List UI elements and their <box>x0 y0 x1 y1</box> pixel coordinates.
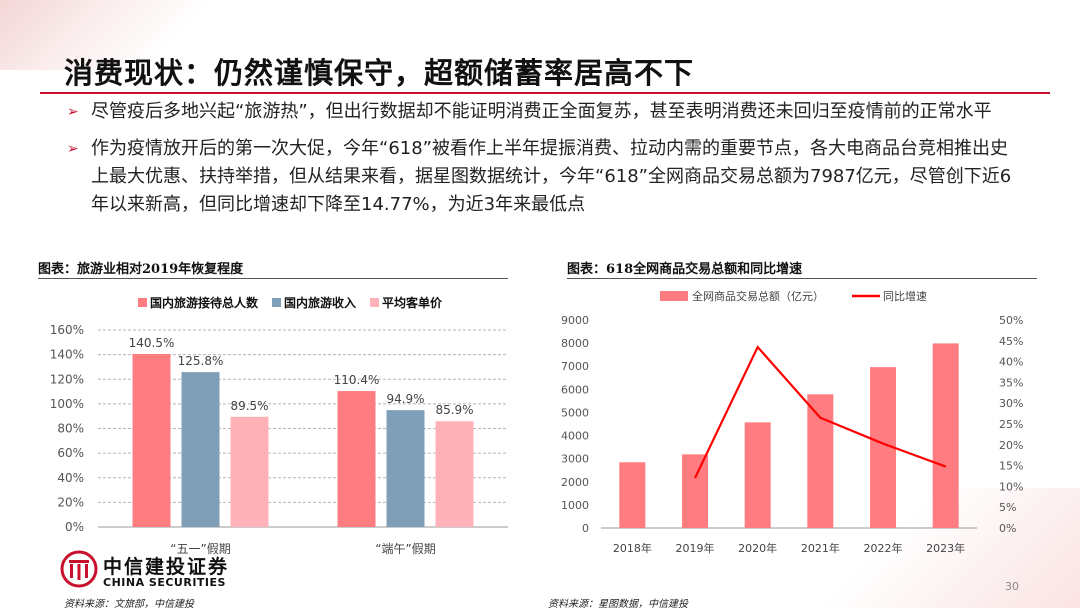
y-tick-label: 0% <box>65 520 84 534</box>
y-tick-label: 140% <box>50 348 84 362</box>
bar <box>181 372 220 527</box>
chart2-caption: 图表：618全网商品交易总额和同比增速 <box>567 262 803 277</box>
data-label: 85.9% <box>435 403 473 417</box>
legend-swatch <box>272 298 281 307</box>
bullet-text: 尽管疫后多地兴起“旅游热”，但出行数据却不能证明消费正全面复苏，甚至表明消费还未… <box>91 101 992 122</box>
title-divider <box>40 92 1050 94</box>
chart1-caption-rule <box>38 278 508 279</box>
y-right-tick-label: 50% <box>999 314 1023 327</box>
y-right-tick-label: 10% <box>999 480 1023 493</box>
y-right-tick-label: 15% <box>999 460 1023 473</box>
arrow-right-icon: ➢ <box>67 104 79 120</box>
chart2-caption-rule <box>567 278 1037 279</box>
bar <box>682 454 708 528</box>
bar <box>230 416 269 527</box>
y-right-tick-label: 30% <box>999 397 1023 410</box>
data-label: 89.5% <box>230 399 268 413</box>
page-number: 30 <box>1005 580 1019 593</box>
y-right-tick-label: 0% <box>999 522 1016 535</box>
y-left-tick-label: 1000 <box>561 499 589 512</box>
data-label: 140.5% <box>129 336 175 350</box>
y-tick-label: 160% <box>50 323 84 337</box>
gmv-618-chart: 0 1000 2000 3000 4000 5000 6000 7000 8000 9000 0% 5… <box>561 289 1023 555</box>
corner-decoration <box>0 0 220 70</box>
chart1-source: 资料来源：文旅部，中信建投 <box>64 599 194 610</box>
bar <box>619 462 646 528</box>
y-right-tick-label: 25% <box>999 418 1023 431</box>
x-tick-label: 2023年 <box>926 541 965 555</box>
bullet-item: ➢ 作为疫情放开后的第一次大促，今年“618”被看作上半年提振消费、拉动内需的重… <box>64 135 1024 219</box>
y-right-tick-label: 35% <box>999 376 1023 389</box>
y-left-tick-label: 2000 <box>561 476 589 489</box>
bar <box>337 391 376 527</box>
logo-text-en: CHINA SECURITIES <box>103 576 226 589</box>
tourism-recovery-chart: 0% 20% 40% 60% 80% 100% 120% 140% 160% 国内旅游接待总人数 国… <box>50 295 508 556</box>
arrow-right-icon: ➢ <box>67 141 79 157</box>
bar <box>132 354 171 527</box>
growth-line <box>694 345 947 479</box>
x-tick-label: 2018年 <box>613 541 652 555</box>
x-tick-label: 2019年 <box>676 541 715 555</box>
chart2-source: 资料来源：星图数据，中信建投 <box>548 599 688 610</box>
x-tick-label: “端午”假期 <box>375 542 435 556</box>
y-left-tick-label: 5000 <box>561 406 589 419</box>
y-left-tick-label: 6000 <box>561 383 589 396</box>
y-right-tick-label: 40% <box>999 356 1023 369</box>
y-left-tick-label: 0 <box>582 522 589 535</box>
bar <box>807 394 834 528</box>
bar <box>932 343 959 528</box>
bar <box>386 410 425 527</box>
y-tick-label: 100% <box>50 397 84 411</box>
x-tick-label: 2021年 <box>801 541 840 555</box>
y-left-tick-label: 7000 <box>561 360 589 373</box>
legend-swatch <box>138 298 147 307</box>
data-label: 94.9% <box>386 392 424 406</box>
y-tick-label: 40% <box>57 471 84 485</box>
bar <box>744 422 771 528</box>
y-tick-label: 60% <box>57 446 84 460</box>
y-right-tick-label: 45% <box>999 335 1023 348</box>
y-tick-label: 120% <box>50 372 84 386</box>
bullet-list: ➢ 尽管疫后多地兴起“旅游热”，但出行数据却不能证明消费正全面复苏，甚至表明消费… <box>64 98 1024 228</box>
y-left-tick-label: 4000 <box>561 430 589 443</box>
y-left-tick-label: 8000 <box>561 337 589 350</box>
data-label: 125.8% <box>178 354 224 368</box>
legend-swatch <box>660 291 688 301</box>
legend-label: 国内旅游收入 <box>284 295 356 310</box>
bullet-item: ➢ 尽管疫后多地兴起“旅游热”，但出行数据却不能证明消费正全面复苏，甚至表明消费… <box>64 98 1024 126</box>
y-tick-label: 20% <box>57 495 84 509</box>
y-right-tick-label: 20% <box>999 439 1023 452</box>
y-right-tick-label: 5% <box>999 501 1016 514</box>
citic-logo-icon <box>60 550 98 588</box>
legend-label: 全网商品交易总额（亿元） <box>692 289 824 303</box>
company-logo: 中信建投证券 CHINA SECURITIES <box>60 550 227 592</box>
bar <box>435 421 474 527</box>
x-tick-label: 2020年 <box>738 541 777 555</box>
x-tick-label: “五一”假期 <box>170 542 230 556</box>
y-left-tick-label: 9000 <box>561 314 589 327</box>
y-left-tick-label: 3000 <box>561 453 589 466</box>
page-title: 消费现状：仍然谨慎保守，超额储蓄率居高不下 <box>64 56 695 90</box>
legend-label: 同比增速 <box>883 289 927 303</box>
legend-label: 国内旅游接待总人数 <box>150 295 259 310</box>
legend-label: 平均客单价 <box>382 295 443 310</box>
x-tick-label: 2022年 <box>864 541 903 555</box>
chart1-caption: 图表：旅游业相对2019年恢复程度 <box>38 262 244 277</box>
logo-text-cn: 中信建投证券 <box>103 556 230 578</box>
data-label: 110.4% <box>334 373 380 387</box>
bullet-text: 作为疫情放开后的第一次大促，今年“618”被看作上半年提振消费、拉动内需的重要节… <box>91 138 1012 215</box>
legend-swatch <box>370 298 379 307</box>
y-tick-label: 80% <box>57 422 84 436</box>
